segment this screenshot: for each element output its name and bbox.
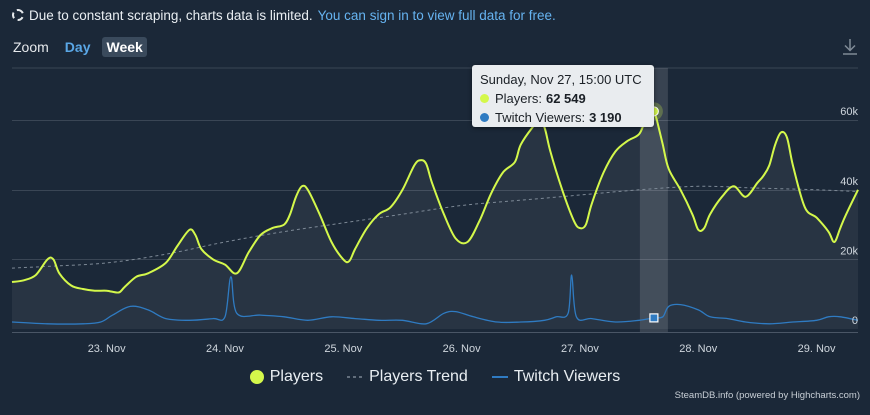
chart-legend: Players Players Trend Twitch Viewers <box>0 366 870 388</box>
x-tick-label: 23. Nov <box>88 343 126 355</box>
tooltip-players-value: 62 549 <box>545 91 586 106</box>
legend-item-trend[interactable]: Players Trend <box>347 368 468 386</box>
axis-tick-labels: 0 20k 40k 60k 23. Nov 24. Nov 25. Nov 26. Nov 27… <box>88 106 859 355</box>
legend-trend-label: Players Trend <box>369 368 468 385</box>
sign-in-link[interactable]: You can sign in to view full data for fr… <box>317 7 556 23</box>
players-area <box>12 100 858 329</box>
players-legend-icon <box>249 370 264 384</box>
x-tick-label: 24. Nov <box>206 343 244 355</box>
y-tick-label: 60k <box>840 106 858 118</box>
x-tick-label: 28. Nov <box>679 343 717 355</box>
players-point-icon <box>480 94 489 103</box>
x-tick-label: 27. Nov <box>561 343 599 355</box>
legend-twitch-label: Twitch Viewers <box>513 368 621 385</box>
tooltip-twitch-label: Twitch Viewers: <box>495 110 586 125</box>
y-tick-label: 0 <box>852 315 858 327</box>
series-lines <box>11 99 859 325</box>
players-line <box>11 99 859 294</box>
zoom-label: Zoom <box>13 39 49 55</box>
tooltip-date: Sunday, Nov 27, 15:00 UTC <box>480 72 642 87</box>
x-tick-label: 29. Nov <box>798 343 836 355</box>
players-trend-line <box>11 185 859 269</box>
tooltip-twitch-row: Twitch Viewers: 3 190 <box>480 108 646 127</box>
notice-message: Due to constant scraping, charts data is… <box>29 7 313 23</box>
tooltip-twitch-value: 3 190 <box>589 110 622 125</box>
twitch-viewers-line <box>11 274 859 325</box>
players-area-layer <box>12 100 858 329</box>
zoom-controls: Zoom Day Week <box>13 37 147 57</box>
tooltip-players-row: Players: 62 549 <box>480 89 646 108</box>
x-tick-label: 25. Nov <box>324 343 362 355</box>
y-tick-label: 20k <box>840 245 858 257</box>
scraping-notice: Due to constant scraping, charts data is… <box>12 6 556 24</box>
legend-item-players[interactable]: Players <box>249 368 324 386</box>
legend-item-twitch[interactable]: Twitch Viewers <box>491 368 621 386</box>
chart-tooltip: Sunday, Nov 27, 15:00 UTC Players: 62 54… <box>472 65 654 127</box>
twitch-legend-icon <box>491 376 508 378</box>
y-tick-label: 40k <box>840 176 858 188</box>
zoom-day-button[interactable]: Day <box>64 39 91 55</box>
zoom-week-button[interactable]: Week <box>102 37 147 57</box>
tooltip-players-label: Players: <box>495 91 542 106</box>
trend-legend-icon <box>347 376 364 378</box>
x-tick-label: 26. Nov <box>443 343 481 355</box>
download-icon[interactable] <box>840 37 860 57</box>
legend-players-label: Players <box>269 368 324 385</box>
twitch-hover-point <box>649 313 659 323</box>
dashed-circle-icon <box>12 9 24 21</box>
chart-credits[interactable]: SteamDB.info (powered by Highcharts.com) <box>674 390 860 401</box>
twitch-point-icon <box>480 113 489 122</box>
